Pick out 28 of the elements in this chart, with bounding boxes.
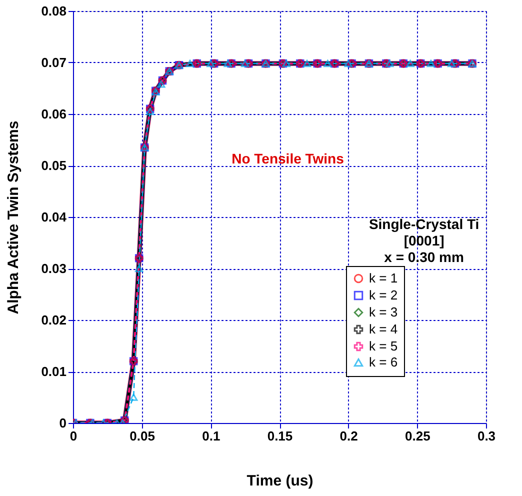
x-tick-label: 0.05 xyxy=(130,428,155,444)
y-tick-label: 0.01 xyxy=(41,364,66,379)
y-tick-label: 0 xyxy=(59,416,66,430)
annotation: x = 0.30 mm xyxy=(384,249,464,266)
legend-label: k = 4 xyxy=(369,322,398,336)
x-tick-label: 0.3 xyxy=(477,428,496,444)
x-tick-label: 0.1 xyxy=(202,428,220,444)
y-tick-label: 0.05 xyxy=(41,158,66,173)
y-tick-label: 0.03 xyxy=(41,261,66,276)
y-tick-label: 0.04 xyxy=(41,210,68,224)
legend-label: k = 1 xyxy=(369,270,398,286)
y-tick-label: 0.06 xyxy=(41,106,66,122)
y-tick-label: 0.02 xyxy=(41,312,66,328)
legend-label: k = 5 xyxy=(369,338,398,354)
y-tick-label: 0.08 xyxy=(41,4,66,18)
annotation: Single-Crystal Ti xyxy=(368,216,480,232)
legend-label: k = 2 xyxy=(369,288,398,302)
x-tick-label: 0.25 xyxy=(405,428,430,444)
x-tick-label: 0 xyxy=(70,428,78,444)
y-axis-title: Alpha Active Twin Systems xyxy=(5,120,22,314)
x-axis-title: Time (us) xyxy=(246,472,314,490)
x-tick-label: 0.15 xyxy=(267,428,293,444)
annotation: No Tensile Twins xyxy=(232,150,344,166)
y-tick-label: 0.07 xyxy=(41,55,66,70)
x-tick-label: 0.2 xyxy=(340,428,358,444)
legend-label: k = 6 xyxy=(369,354,398,370)
annotation: [0001] xyxy=(404,232,444,249)
legend-label: k = 3 xyxy=(369,304,398,320)
